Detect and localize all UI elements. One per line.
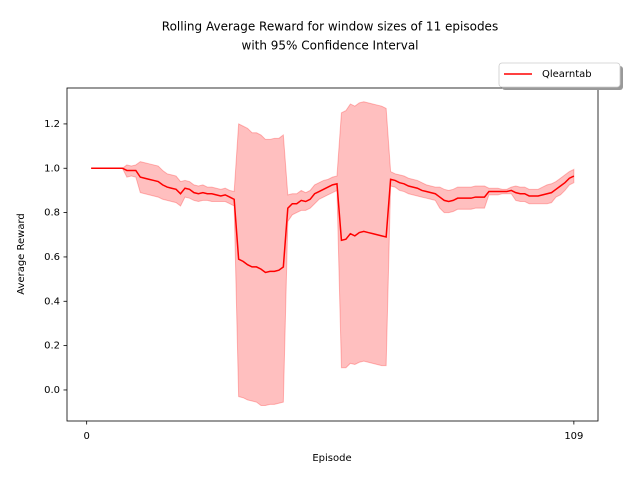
line [91,167,575,274]
x-axis-label: Episode [312,453,351,464]
chart-title: Rolling Average Reward for window sizes … [162,20,498,34]
x-tick-label: 0 [83,431,89,442]
y-axis-label: Average Reward [16,213,27,294]
y-tick-label: 1.0 [44,163,60,174]
legend-frame [498,62,621,88]
y-tick-label: 0.0 [44,385,60,396]
chart-title: with 95% Confidence Interval [242,39,419,53]
y-tick-label: 0.2 [44,341,60,352]
y-tick-label: 0.4 [44,296,60,307]
legend-label: Qlearntab [542,69,592,80]
y-tick-label: 0.8 [44,208,60,219]
x-tick-label: 109 [564,431,583,442]
plot-frame [66,87,599,422]
y-tick-label: 0.6 [44,252,60,263]
y-tick-label: 1.2 [44,119,60,130]
confidence-band [91,101,575,406]
